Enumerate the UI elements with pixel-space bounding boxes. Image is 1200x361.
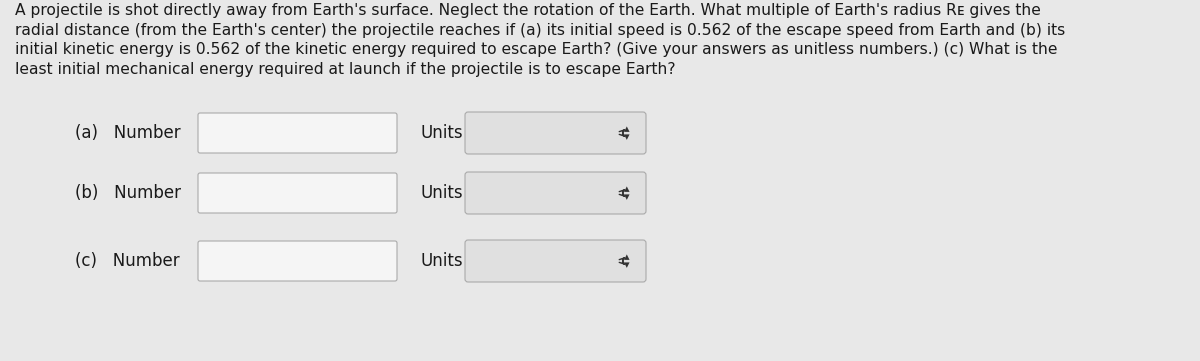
FancyBboxPatch shape [198,113,397,153]
Text: A projectile is shot directly away from Earth's surface. Neglect the rotation of: A projectile is shot directly away from … [14,3,1066,77]
Text: (a)   Number: (a) Number [74,124,181,142]
Text: ▴
▾: ▴ ▾ [624,252,630,270]
Text: Units: Units [420,252,463,270]
Text: ▴
▾: ▴ ▾ [624,184,630,202]
FancyBboxPatch shape [466,240,646,282]
Text: (c)   Number: (c) Number [74,252,180,270]
FancyBboxPatch shape [198,173,397,213]
FancyBboxPatch shape [198,241,397,281]
Text: ▴
▾: ▴ ▾ [624,124,630,142]
FancyBboxPatch shape [466,172,646,214]
Text: Units: Units [420,124,463,142]
Text: (b)   Number: (b) Number [74,184,181,202]
FancyBboxPatch shape [466,112,646,154]
Text: Units: Units [420,184,463,202]
